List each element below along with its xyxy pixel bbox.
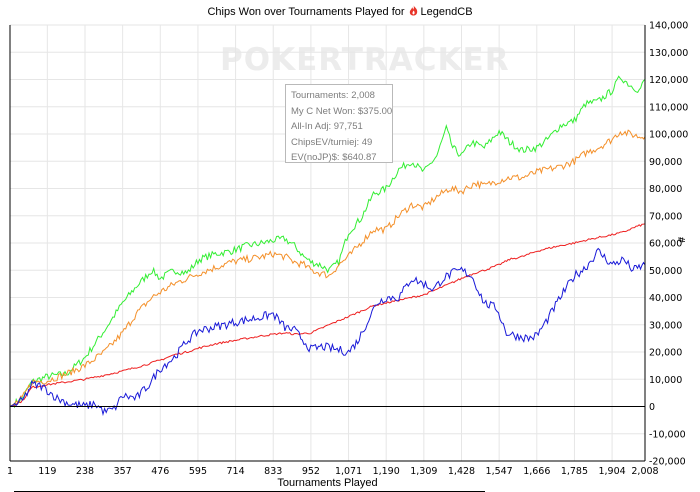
chart-title-player: LegendCB <box>420 6 473 18</box>
x-tick-label-11: 1,309 <box>410 466 437 477</box>
y-tick-label-15: 130,000 <box>649 48 688 59</box>
x-tick-label-17: 2,008 <box>631 466 658 477</box>
series-line-orange <box>9 129 646 407</box>
y-tick-labels: -20,000 -10,000 0 10,000 20,000 30,000 40,000 5… <box>649 21 688 468</box>
axes <box>9 25 646 462</box>
series-line-blue <box>9 247 646 417</box>
x-tick-label-0: 1 <box>7 466 13 477</box>
y-tick-label-13: 110,000 <box>649 102 688 113</box>
x-tick-label-12: 1,428 <box>448 466 475 477</box>
x-tick-label-4: 476 <box>151 466 169 477</box>
stats-line-1: My C Net Won: $375.00 <box>291 105 393 117</box>
x-tick-label-13: 1,547 <box>486 466 513 477</box>
series-line-green <box>9 75 646 409</box>
x-tick-label-10: 1,190 <box>373 466 400 477</box>
series-line-red <box>9 223 646 407</box>
y-tick-label-1: -10,000 <box>649 429 686 440</box>
y-tick-label-12: 100,000 <box>649 130 688 141</box>
stats-line-0: Tournaments: 2,008 <box>291 90 375 101</box>
x-tick-label-7: 833 <box>264 466 282 477</box>
x-tick-label-15: 1,785 <box>561 466 588 477</box>
y-tick-label-11: 90,000 <box>649 157 682 168</box>
y-tick-label-3: 10,000 <box>649 375 682 386</box>
stats-line-3: ChipsEV/turniej: 49 <box>291 136 373 148</box>
x-axis-title: Tournaments Played <box>277 477 378 489</box>
x-tick-label-14: 1,666 <box>523 466 550 477</box>
x-tick-label-9: 1,071 <box>335 466 362 477</box>
x-tick-label-8: 952 <box>302 466 320 477</box>
x-tick-label-6: 714 <box>227 466 245 477</box>
y-tick-label-0: -20,000 <box>649 457 686 468</box>
stats-tooltip: Tournaments: 2,008 My C Net Won: $375.00 A… <box>285 84 393 163</box>
y-tick-label-8: 60,000 <box>649 239 682 250</box>
x-tick-label-5: 595 <box>189 466 207 477</box>
y-tick-label-16: 140,000 <box>649 21 688 32</box>
chart-title-prefix: Chips Won over Tournaments Played for <box>207 6 405 18</box>
x-tick-label-16: 1,904 <box>598 466 625 477</box>
y-tick-label-9: 70,000 <box>649 211 682 222</box>
x-tick-label-1: 119 <box>38 466 56 477</box>
stats-line-2: All-In Adj: 97,751 <box>291 121 363 132</box>
watermark-logo: POKERTRACKER <box>220 42 510 78</box>
y-tick-label-5: 30,000 <box>649 320 682 331</box>
y-tick-label-4: 20,000 <box>649 348 682 359</box>
y-tick-label-7: 50,000 <box>649 266 682 277</box>
chart-title: Chips Won over Tournaments Played for Leg… <box>0 5 680 18</box>
y-tick-label-2: 0 <box>649 402 655 413</box>
x-tick-label-3: 357 <box>114 466 132 477</box>
flame-icon <box>409 5 417 16</box>
x-tick-labels: 1 119 238 357 476 595 714 833 952 1,071 1,190 1,309… <box>7 466 659 477</box>
y-tick-label-10: 80,000 <box>649 184 682 195</box>
y-axis-unit: # <box>675 237 686 243</box>
x-tick-label-2: 238 <box>76 466 94 477</box>
stats-line-4: EV(noJP)$: $640.87 <box>291 152 377 163</box>
series-lines <box>9 75 646 417</box>
y-tick-label-6: 40,000 <box>649 293 682 304</box>
y-tick-label-14: 120,000 <box>649 75 688 86</box>
